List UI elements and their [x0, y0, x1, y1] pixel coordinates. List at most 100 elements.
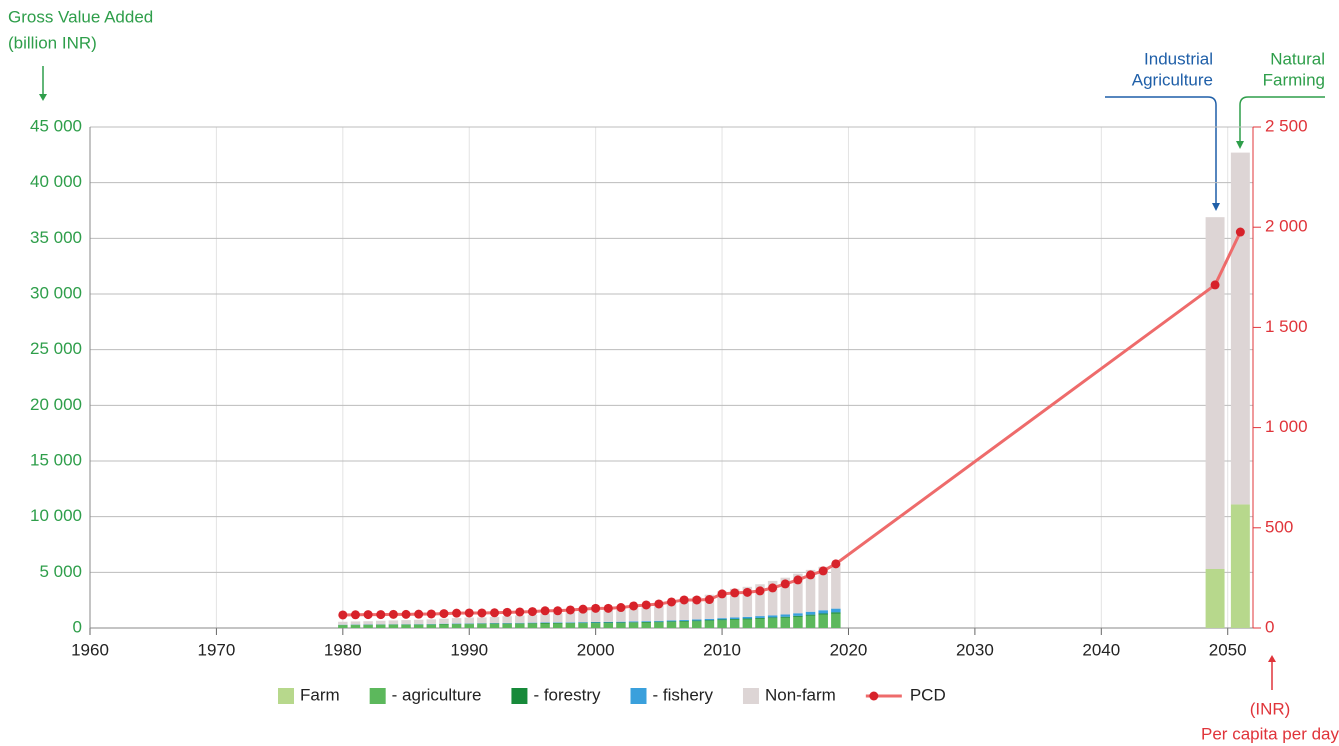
bar-segment: [616, 622, 626, 628]
legend-label: Farm: [300, 685, 340, 704]
line-point: [376, 610, 386, 620]
bar-segment: [376, 624, 386, 628]
bar-segment: [679, 621, 689, 628]
bar-segment: [540, 623, 550, 628]
bar-segment: [515, 615, 525, 623]
y2-axis-label: (INR): [1250, 699, 1291, 718]
bar-segment: [578, 622, 588, 623]
bar-segment: [755, 617, 765, 619]
line: [342, 231, 1242, 617]
bar-segment: [818, 614, 828, 628]
y2-tick-label: 2 500: [1265, 116, 1308, 135]
bar-segment: [451, 624, 462, 628]
bar-segment: [767, 615, 778, 618]
bar-segment: [401, 624, 411, 628]
y2-axis-label: Per capita per day: [1201, 724, 1339, 743]
legend-swatch: [369, 688, 386, 704]
line-point: [578, 604, 588, 614]
bar-segment: [464, 617, 474, 624]
line-point: [426, 609, 436, 619]
line-point: [831, 559, 841, 569]
legend-label: - fishery: [653, 685, 714, 704]
bar-segment: [489, 616, 500, 624]
y-tick-label: 15 000: [30, 450, 82, 469]
bar-segment: [603, 623, 614, 628]
line-point: [388, 609, 398, 619]
y-tick-label: 5 000: [39, 562, 82, 581]
bar-segment: [565, 612, 576, 623]
bar-segment: [616, 608, 626, 622]
bar-segment: [338, 621, 348, 625]
bar-segment: [1230, 152, 1250, 505]
bar-segment: [527, 623, 538, 624]
bar-segment: [578, 610, 588, 623]
x-tick-label: 1970: [197, 640, 235, 659]
bar-segment: [742, 618, 753, 620]
legend-label: PCD: [910, 685, 946, 704]
bar-segment: [590, 623, 601, 628]
bar-segment: [477, 624, 487, 628]
x-tick-label: 2030: [956, 640, 994, 659]
bar-segment: [704, 594, 715, 619]
bar-segment: [439, 618, 449, 624]
bar-segment: [767, 617, 778, 619]
y2-tick-label: 0: [1265, 617, 1274, 636]
bar-segment: [401, 620, 411, 625]
bar-segment: [679, 619, 689, 621]
line-point: [363, 610, 373, 620]
bar-segment: [565, 623, 576, 628]
bar-segment: [818, 566, 828, 611]
x-tick-label: 2000: [577, 640, 615, 659]
line-point: [540, 606, 550, 616]
annotation-arrow: [1239, 96, 1325, 143]
bar-segment: [552, 613, 563, 623]
bar-segment: [704, 618, 715, 621]
bar-segment: [527, 623, 538, 628]
bar-segment: [527, 614, 538, 623]
line-point: [350, 610, 360, 620]
annotation: Natural: [1270, 49, 1325, 68]
line-point: [515, 607, 525, 617]
line-point: [793, 575, 803, 585]
bar-segment: [628, 621, 639, 623]
line-point: [768, 583, 778, 593]
line-point: [490, 608, 500, 618]
bar-segment: [590, 622, 601, 624]
line-point: [1210, 280, 1220, 290]
line-point: [730, 588, 740, 598]
line-point: [692, 595, 702, 605]
line-point: [818, 566, 828, 576]
line-point: [641, 600, 651, 610]
bar-segment: [742, 619, 753, 628]
y-tick-label: 20 000: [30, 395, 82, 414]
bar-segment: [1205, 568, 1225, 628]
bar-segment: [780, 616, 791, 618]
bar-segment: [590, 621, 601, 623]
x-tick-label: 2040: [1082, 640, 1120, 659]
line-point: [667, 597, 676, 607]
bar-segment: [426, 619, 437, 624]
bar-segment: [805, 611, 816, 615]
bar-segment: [717, 620, 727, 628]
legend-label: Non-farm: [765, 685, 836, 704]
bar-segment: [717, 619, 727, 621]
x-tick-label: 2010: [703, 640, 741, 659]
line-point: [553, 606, 563, 616]
y-tick-label: 25 000: [30, 339, 82, 358]
bar-segment: [603, 622, 614, 624]
bar-segment: [793, 616, 803, 628]
bar-segment: [654, 603, 664, 621]
bar-segment: [692, 597, 702, 620]
bar-segment: [540, 622, 550, 624]
y-tick-label: 45 000: [30, 116, 82, 135]
bar-segment: [654, 621, 664, 623]
bar-segment: [704, 620, 715, 621]
line-point: [717, 589, 727, 599]
bar-segment: [464, 624, 474, 628]
line-point: [704, 595, 714, 605]
bar-segment: [831, 563, 841, 609]
bar-segment: [1205, 217, 1225, 569]
bar-segment: [641, 621, 651, 622]
bar-segment: [338, 625, 348, 628]
